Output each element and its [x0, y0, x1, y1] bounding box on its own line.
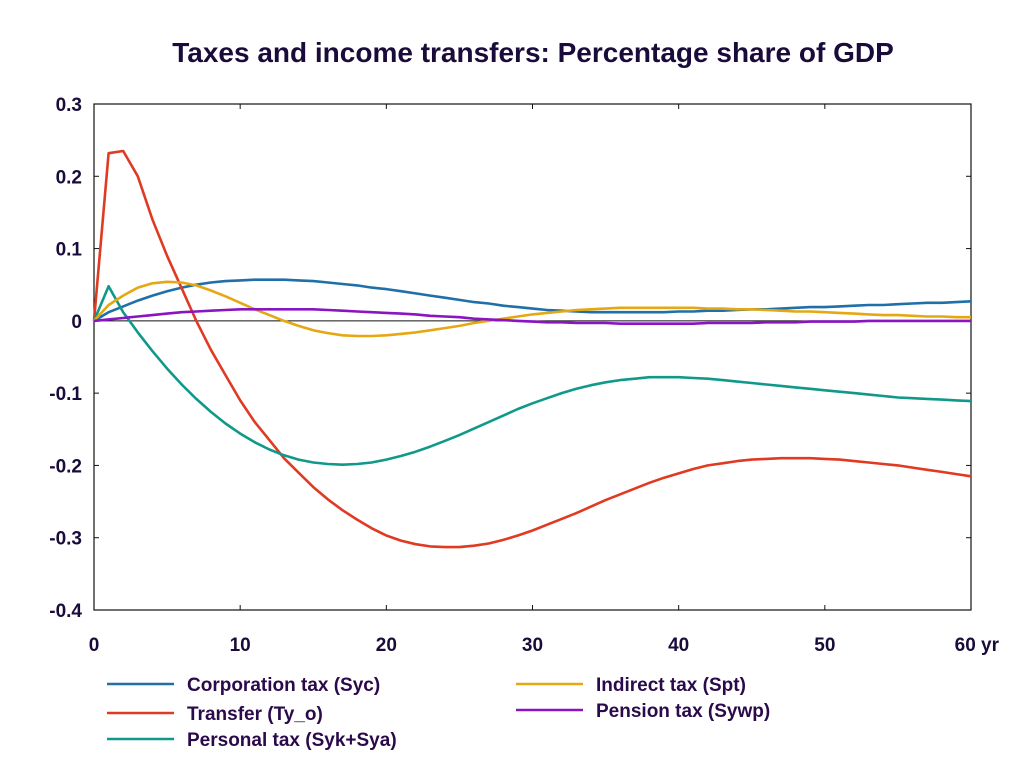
x-tick-label: 30: [522, 635, 543, 656]
y-tick-label: 0.3: [56, 95, 82, 116]
x-tick-label: 10: [230, 635, 251, 656]
y-tick-label: 0.1: [56, 240, 83, 261]
chart-title: Taxes and income transfers: Percentage s…: [172, 37, 894, 68]
legend-label: Transfer (Ty_o): [187, 704, 323, 725]
series-line-2: [92, 284, 972, 467]
series-line-1: [92, 149, 972, 549]
series-line-0: [93, 278, 972, 323]
y-tick-label: -0.2: [49, 456, 82, 477]
x-tick-label: 0: [89, 635, 100, 656]
legend-label: Corporation tax (Syc): [187, 675, 380, 696]
x-tick-label: 20: [376, 635, 397, 656]
series-line-3: [93, 280, 971, 338]
y-tick-label: -0.4: [49, 601, 82, 622]
y-tick-label: -0.1: [49, 384, 82, 405]
x-tick-label: 40: [668, 635, 689, 656]
y-tick-label: 0.2: [56, 167, 82, 188]
plot-area-frame: [93, 103, 972, 611]
y-tick-label: 0: [71, 312, 82, 333]
legend-label: Personal tax (Syk+Sya): [187, 730, 397, 751]
series-lines: [92, 149, 972, 549]
y-tick-label: -0.3: [49, 529, 82, 550]
axis-tick-labels: 0.3 0.2 0.1 0 -0.1 -0.2 -0.3 -0.4 0 10 20 30 40 50 60 …: [49, 95, 999, 656]
legend-label: Pension tax (Sywp): [596, 701, 770, 722]
legend: Corporation tax (Syc) Transfer (Ty_o) Pers…: [107, 675, 770, 751]
axis-ticks: [93, 103, 972, 611]
legend-label: Indirect tax (Spt): [596, 675, 746, 696]
x-tick-label: 60 yr: [955, 635, 1000, 656]
x-tick-label: 50: [814, 635, 835, 656]
series-line-4: [93, 307, 971, 326]
